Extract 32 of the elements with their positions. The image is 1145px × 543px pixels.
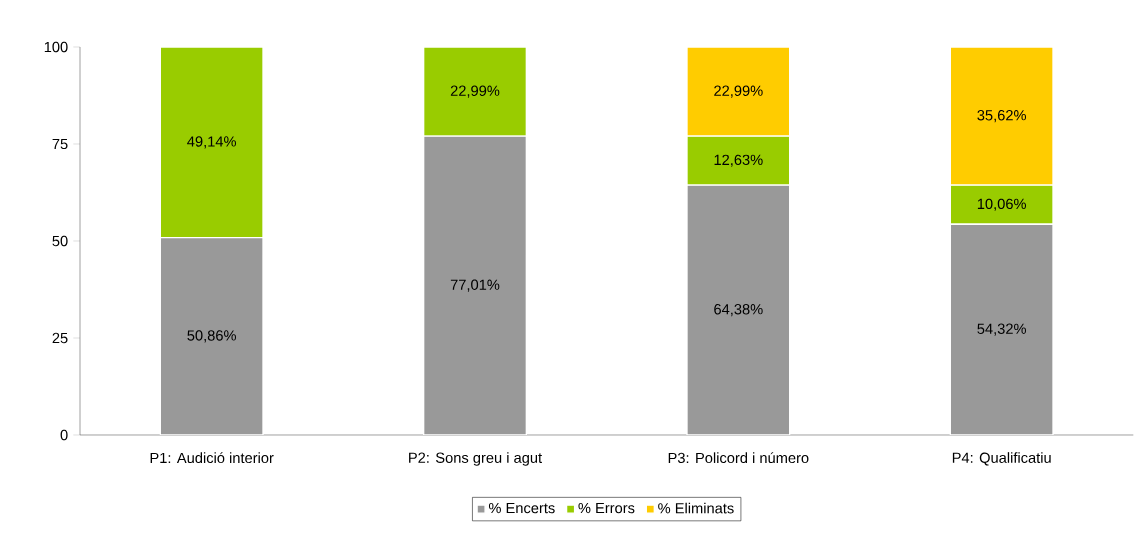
bar xyxy=(423,47,528,137)
legend-label: % Encerts xyxy=(488,502,555,514)
data-label: 77,01% xyxy=(450,279,500,292)
data-label: 35,62% xyxy=(977,110,1026,123)
bar xyxy=(686,47,791,137)
data-label: 50,86% xyxy=(187,330,236,343)
bar xyxy=(423,135,528,435)
legend-label: % Errors xyxy=(578,502,635,514)
legend-label: % Eliminats xyxy=(658,502,734,514)
data-label: 22,99% xyxy=(450,85,500,98)
y-tick-label: 50 xyxy=(52,235,68,247)
x-tick-label: P2: Sons greu i agut xyxy=(409,452,542,466)
bar xyxy=(686,184,791,435)
x-tick-label: P1: Audició interior xyxy=(150,452,274,464)
data-label: 22,99% xyxy=(714,85,763,98)
data-label: 64,38% xyxy=(714,304,763,317)
bar xyxy=(949,47,1054,186)
bar xyxy=(949,184,1054,225)
bar xyxy=(686,135,791,186)
bar xyxy=(159,236,264,435)
x-tick-label: P4: Qualificatiu xyxy=(952,452,1051,466)
y-tick-label: 100 xyxy=(44,41,68,53)
y-tick-label: 25 xyxy=(52,332,68,344)
data-label: 54,32% xyxy=(977,323,1026,336)
data-label: 49,14% xyxy=(187,136,236,149)
bar xyxy=(949,223,1054,435)
data-label: 10,06% xyxy=(977,198,1026,211)
data-label: 12,63% xyxy=(714,154,763,167)
bar xyxy=(159,47,264,239)
y-tick-label: 75 xyxy=(52,138,68,150)
x-tick-label: P3: Policord i número xyxy=(668,452,809,464)
y-tick-label: 0 xyxy=(60,429,68,441)
